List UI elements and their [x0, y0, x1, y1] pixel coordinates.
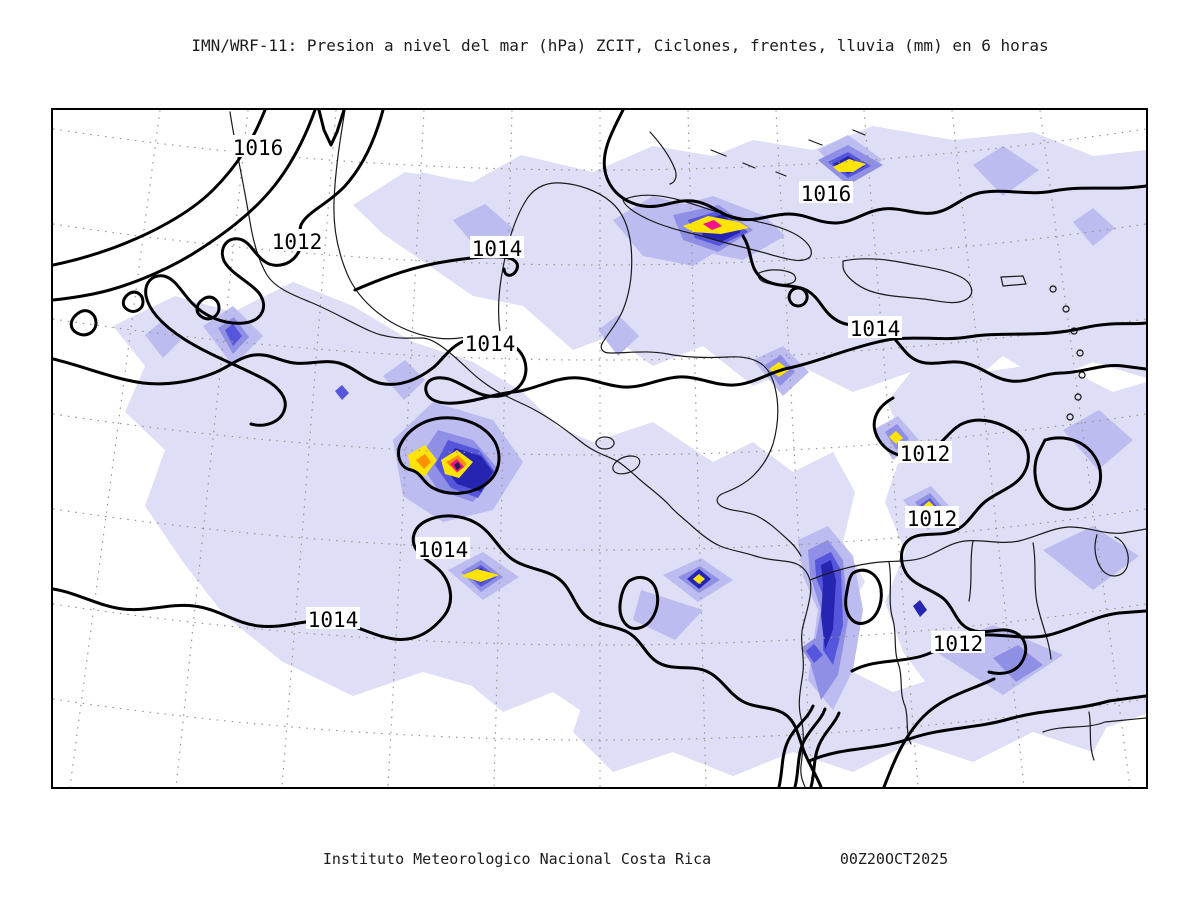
- page-title: IMN/WRF-11: Presion a nivel del mar (hPa…: [191, 36, 1049, 55]
- bahamas-islets: [709, 128, 866, 177]
- map-canvas: 1016 1012 1014 1016 1014 1014 1012 1012 …: [50, 107, 1148, 789]
- maracaibo-coastline: [1093, 533, 1129, 576]
- jamaica-coastline: [757, 268, 796, 285]
- isobar-label: 1012: [932, 632, 983, 656]
- label-halo: [462, 330, 517, 353]
- coastlines: [228, 109, 1146, 787]
- map-svg: 1016 1012 1014 1016 1014 1014 1012 1012 …: [52, 109, 1146, 787]
- hispaniola-coastline: [841, 257, 972, 303]
- isobar-label: 1014: [464, 332, 515, 356]
- isobar-contours: [52, 109, 1146, 787]
- florida-coastline: [648, 130, 677, 185]
- isobar-label: 1014: [307, 608, 358, 632]
- label-halo: [305, 606, 360, 629]
- model-run-timestamp: 00Z20OCT2025: [839, 850, 949, 868]
- label-halo: [930, 630, 985, 653]
- gulf-caribbean-coastline: [332, 109, 802, 557]
- isobar-label: 1012: [906, 507, 957, 531]
- isobar-label: 1016: [232, 136, 283, 160]
- isobar-label: 1012: [899, 442, 950, 466]
- puerto-rico-coastline: [999, 274, 1027, 287]
- isobar-label: 1014: [417, 538, 468, 562]
- front-lines: [777, 704, 840, 787]
- isobar-label: 1014: [849, 317, 900, 341]
- orinoco-coast-lines: [1041, 710, 1146, 761]
- isobar-label: 1016: [800, 182, 851, 206]
- pacific-coastline: [228, 110, 811, 787]
- inland-border-lines: [887, 539, 1052, 745]
- isobar-labels: 1016 1012 1014 1016 1014 1014 1012 1012 …: [230, 134, 985, 656]
- south-america-coastline: [808, 525, 1146, 581]
- nicaragua-lakes: [594, 435, 640, 474]
- label-halo: [847, 315, 902, 338]
- label-halo: [904, 505, 959, 528]
- cuba-coastline: [621, 194, 812, 261]
- label-halo: [230, 134, 285, 157]
- label-halo: [897, 440, 952, 463]
- label-halo: [798, 180, 853, 203]
- rain-shading-core-dark: [453, 461, 461, 470]
- institution-credit: Instituto Meteorologico Nacional Costa R…: [322, 850, 712, 868]
- label-halo: [469, 235, 524, 258]
- label-halo: [415, 536, 470, 559]
- isobar-label: 1012: [271, 230, 322, 254]
- lesser-antilles-islets: [1048, 284, 1086, 421]
- label-halo: [269, 228, 324, 251]
- isobar-label: 1014: [471, 237, 522, 261]
